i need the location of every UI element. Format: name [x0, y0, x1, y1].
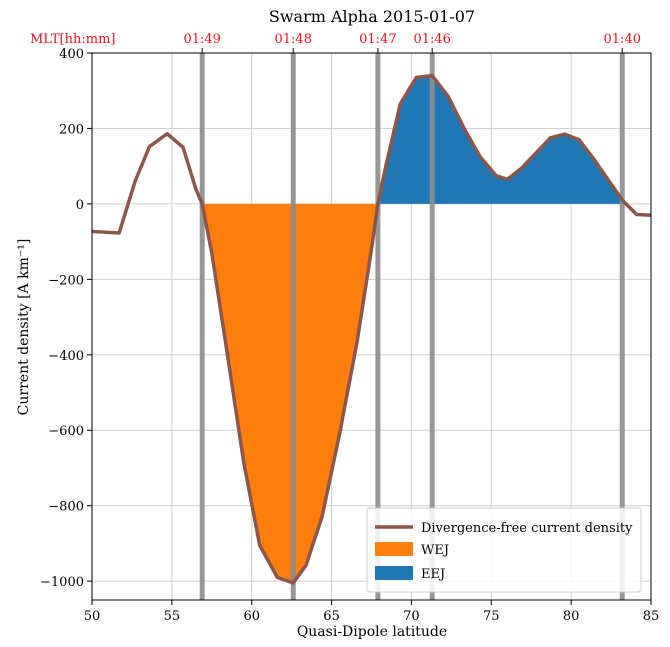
- legend: Divergence-free current density WEJ EEJ: [366, 507, 642, 593]
- x-axis-title: Quasi-Dipole latitude: [297, 624, 447, 640]
- mlt-tick-label: 01:40: [604, 32, 641, 47]
- y-tick-label: 400: [59, 47, 84, 62]
- y-tick-label: −200: [48, 273, 84, 288]
- x-tick-label: 65: [323, 609, 340, 624]
- y-tick-label: 0: [76, 198, 84, 213]
- x-tick-label: 80: [563, 609, 580, 624]
- grid: [91, 52, 652, 600]
- fill-eej: [377, 75, 623, 204]
- y-tick-label: −800: [48, 500, 84, 515]
- y-tick-label: −1000: [40, 575, 84, 590]
- chart-title: Swarm Alpha 2015-01-07: [269, 7, 475, 26]
- jet-fills: [202, 75, 623, 584]
- x-tick-label: 55: [164, 609, 181, 624]
- x-tick-label: 70: [403, 609, 420, 624]
- y-tick-label: −400: [48, 349, 84, 364]
- series-line-group: [91, 73, 652, 585]
- legend-label-current-density: Divergence-free current density: [421, 521, 633, 536]
- y-tick-label: 200: [59, 122, 84, 137]
- x-tick-label: 75: [483, 609, 500, 624]
- x-axis: 50 55 60 65 70 75 80 85: [84, 600, 660, 624]
- y-axis: 400 200 0 −200 −400 −600 −800 −1000: [40, 47, 92, 590]
- x-tick-label: 50: [84, 609, 101, 624]
- series-line-current-density: [91, 73, 652, 585]
- legend-box: [366, 507, 642, 593]
- y-tick-label: −600: [48, 424, 84, 439]
- mlt-tick-label: 01:48: [275, 32, 312, 47]
- x-tick-label: 60: [243, 609, 260, 624]
- plot-frame: [91, 52, 652, 601]
- legend-label-eej: EEJ: [421, 567, 445, 582]
- mlt-tick-label: 01:47: [359, 32, 396, 47]
- legend-eej-swatch: [375, 566, 413, 580]
- mlt-tick-label: 01:46: [413, 32, 450, 47]
- legend-label-wej: WEJ: [421, 543, 449, 558]
- fill-wej: [202, 203, 378, 584]
- legend-wej-swatch: [375, 542, 413, 556]
- mlt-axis-label: MLT[hh:mm]: [30, 32, 115, 47]
- y-axis-title: Current density [A km⁻¹]: [16, 239, 32, 416]
- x-tick-label: 85: [643, 609, 660, 624]
- mlt-axis: MLT[hh:mm] 01:49 01:48 01:47 01:46 01:40: [30, 32, 641, 53]
- mlt-tick-label: 01:49: [183, 32, 220, 47]
